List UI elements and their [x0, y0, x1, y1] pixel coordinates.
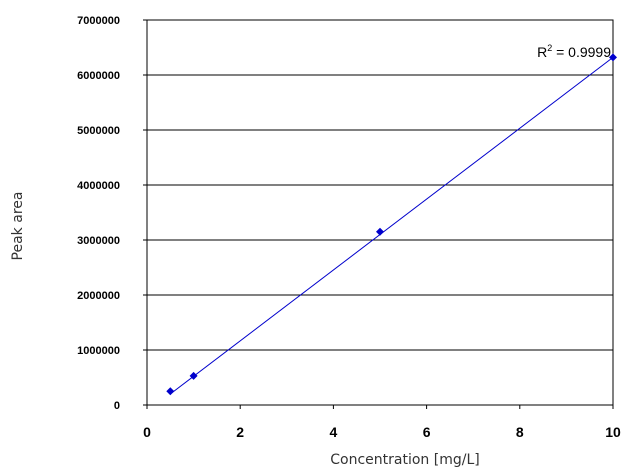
y-tick-label: 0 — [114, 400, 120, 412]
x-tick-label: 8 — [516, 424, 524, 440]
x-tick-label: 4 — [330, 424, 338, 440]
x-tick-label: 6 — [423, 424, 431, 440]
x-tick-label: 2 — [236, 424, 244, 440]
data-point — [166, 387, 175, 396]
y-axis-label: Peak area — [10, 192, 26, 261]
y-tick-label: 3000000 — [77, 235, 120, 247]
trend-line — [169, 57, 614, 395]
x-axis-label: Concentration [mg/L] — [330, 452, 479, 468]
data-point — [189, 371, 198, 380]
data-point — [376, 227, 384, 236]
y-tick-label: 2000000 — [77, 290, 120, 302]
y-tick-label: 5000000 — [77, 125, 120, 137]
data-point — [609, 53, 617, 62]
plot-area — [146, 19, 614, 406]
x-tick-label: 0 — [143, 424, 151, 440]
r-squared-annotation: R2 = 0.9999 — [537, 43, 611, 60]
r-squared-base: R — [537, 44, 547, 60]
gridlines — [147, 19, 613, 351]
y-tick-label: 4000000 — [77, 180, 120, 192]
x-axis-ticks: 0 2 4 6 8 10 — [143, 405, 621, 440]
r-squared-value: = 0.9999 — [552, 44, 611, 60]
x-tick-label: 10 — [605, 424, 621, 440]
y-tick-label: 6000000 — [77, 70, 120, 82]
r-squared-sup: 2 — [547, 43, 552, 53]
y-tick-label: 1000000 — [77, 345, 120, 357]
y-tick-label: 7000000 — [77, 15, 120, 27]
data-points — [166, 53, 617, 396]
y-axis-ticks: 0 1000000 2000000 3000000 4000000 5000000 6000… — [77, 15, 147, 412]
